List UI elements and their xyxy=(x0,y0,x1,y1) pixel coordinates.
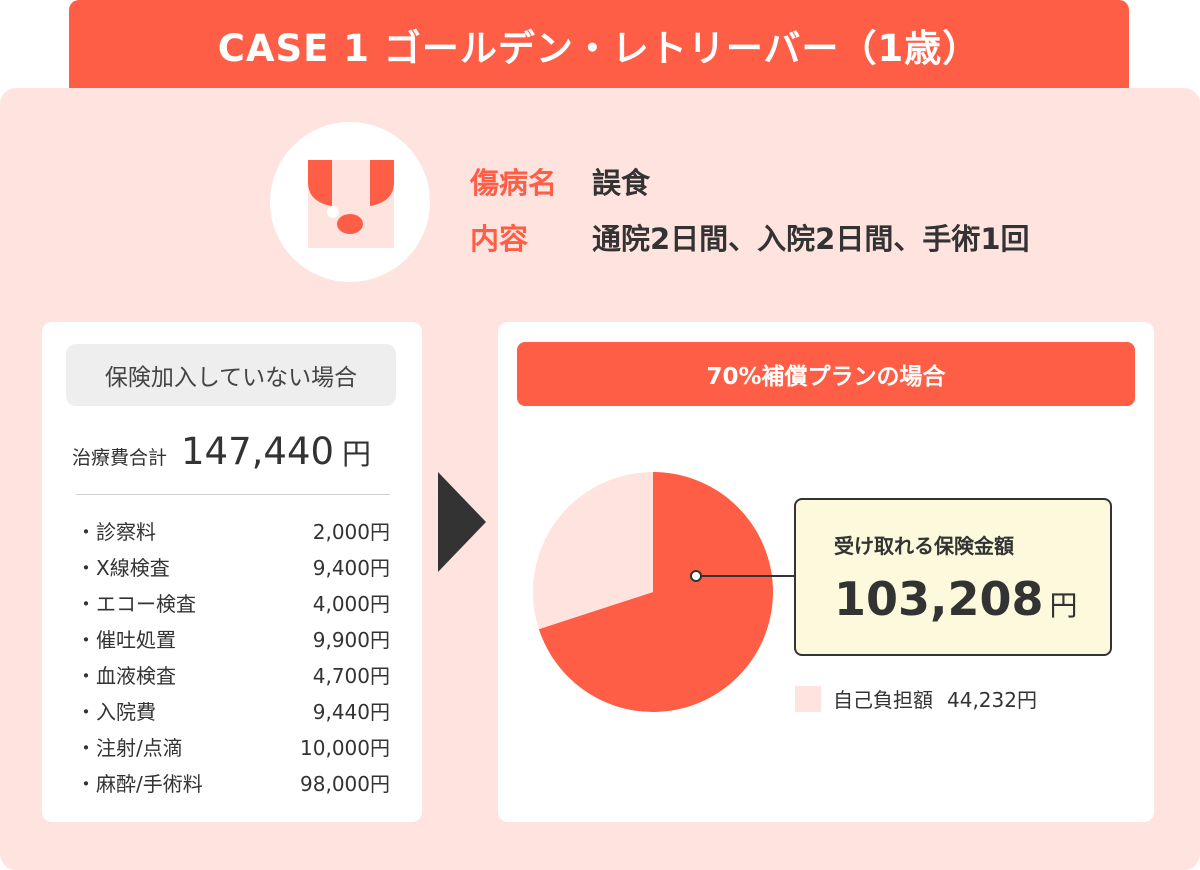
list-item: ・麻酔/手術料 98,000円 xyxy=(76,766,390,802)
pie-slice-self-pay xyxy=(533,472,653,630)
receive-amount: 103,208 円 xyxy=(834,572,1078,626)
disease-value: 誤食 xyxy=(592,166,651,200)
pie-slice-insurance xyxy=(538,472,773,712)
item-name: ・診察料 xyxy=(76,520,156,544)
disease-label: 傷病名 xyxy=(470,166,558,200)
divider xyxy=(76,494,390,495)
item-name: ・入院費 xyxy=(76,700,156,724)
dog-face-icon xyxy=(270,122,430,282)
total-cost: 治療費合計 147,440 円 xyxy=(72,430,392,473)
item-amount: 4,000円 xyxy=(312,592,390,616)
pie-chart xyxy=(533,472,796,712)
legend-swatch xyxy=(795,685,821,712)
content-row: 内容 通院2日間、入院2日間、手術1回 xyxy=(470,216,1030,258)
item-name: ・催吐処置 xyxy=(76,628,176,652)
header-tab: CASE 1 ゴールデン・レトリーバー（1歳） xyxy=(69,0,1129,90)
disease-row: 傷病名 誤食 xyxy=(470,160,650,202)
list-item: ・X線検査 9,400円 xyxy=(76,550,390,586)
item-name: ・X線検査 xyxy=(76,556,170,580)
page-title: CASE 1 ゴールデン・レトリーバー（1歳） xyxy=(217,27,981,70)
item-name: ・注射/点滴 xyxy=(76,736,183,760)
list-item: ・診察料 2,000円 xyxy=(76,514,390,550)
plan-card: 70%補償プランの場合 受け取れる保険金額 103,208 円 自己負担額 44,… xyxy=(498,322,1154,822)
uninsured-title: 保険加入していない場合 xyxy=(66,344,396,406)
item-name: ・血液検査 xyxy=(76,664,176,688)
item-amount: 2,000円 xyxy=(312,520,390,544)
list-item: ・催吐処置 9,900円 xyxy=(76,622,390,658)
list-item: ・注射/点滴 10,000円 xyxy=(76,730,390,766)
item-name: ・麻酔/手術料 xyxy=(76,772,203,796)
item-amount: 4,700円 xyxy=(312,664,390,688)
receive-label: 受け取れる保険金額 xyxy=(834,534,1014,558)
list-item: ・血液検査 4,700円 xyxy=(76,658,390,694)
self-value: 44,232円 xyxy=(947,688,1037,712)
item-name: ・エコー検査 xyxy=(76,592,196,616)
item-amount: 9,900円 xyxy=(312,628,390,652)
callout-box: 受け取れる保険金額 103,208 円 xyxy=(794,498,1112,656)
callout-dot xyxy=(690,570,702,582)
total-unit: 円 xyxy=(342,437,372,471)
content-value: 通院2日間、入院2日間、手術1回 xyxy=(592,222,1030,256)
cost-list: ・診察料 2,000円・X線検査 9,400円・エコー検査 4,000円・催吐処置 9,… xyxy=(76,514,390,802)
receive-unit: 円 xyxy=(1049,589,1078,622)
total-label: 治療費合計 xyxy=(72,447,168,469)
plan-title: 70%補償プランの場合 xyxy=(517,342,1135,406)
uninsured-card: 保険加入していない場合 治療費合計 147,440 円 ・診察料 2,000円・X… xyxy=(42,322,422,822)
arrow-right-icon xyxy=(438,472,486,572)
list-item: ・エコー検査 4,000円 xyxy=(76,586,390,622)
item-amount: 10,000円 xyxy=(300,736,390,760)
item-amount: 9,400円 xyxy=(312,556,390,580)
content-label: 内容 xyxy=(470,222,529,256)
item-amount: 9,440円 xyxy=(312,700,390,724)
item-amount: 98,000円 xyxy=(300,772,390,796)
receive-value: 103,208 xyxy=(834,572,1044,626)
list-item: ・入院費 9,440円 xyxy=(76,694,390,730)
total-value: 147,440 xyxy=(181,430,335,473)
self-label: 自己負担額 xyxy=(833,688,933,712)
legend: 自己負担額 44,232円 xyxy=(795,684,1037,713)
